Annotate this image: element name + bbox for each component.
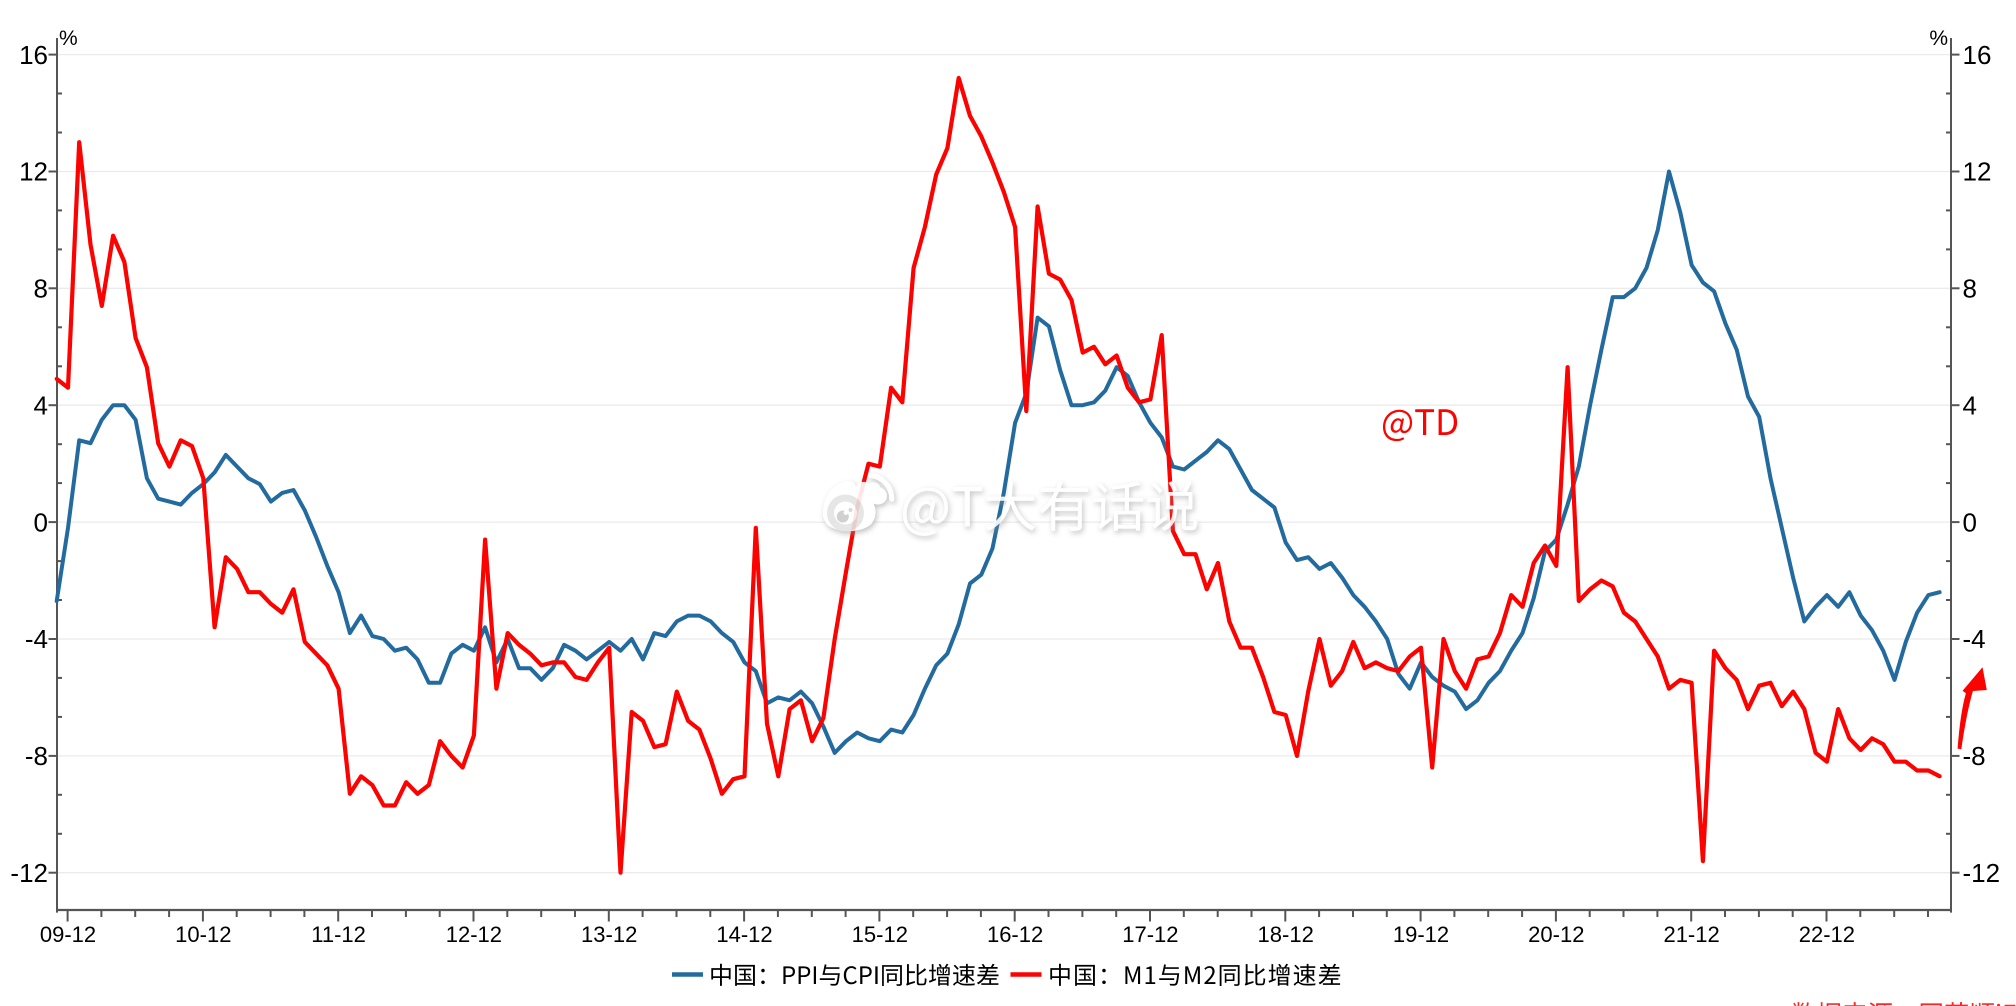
svg-text:17-12: 17-12 bbox=[1122, 922, 1178, 947]
svg-text:4: 4 bbox=[34, 390, 48, 420]
svg-text:-4: -4 bbox=[1963, 624, 1986, 654]
svg-text:%: % bbox=[59, 27, 78, 50]
svg-text:8: 8 bbox=[1963, 274, 1977, 304]
svg-text:-12: -12 bbox=[10, 858, 48, 888]
svg-text:0: 0 bbox=[1963, 507, 1977, 537]
svg-text:13-12: 13-12 bbox=[581, 922, 637, 947]
svg-text:19-12: 19-12 bbox=[1393, 922, 1449, 947]
svg-text:-8: -8 bbox=[25, 741, 48, 771]
svg-text:16: 16 bbox=[1963, 40, 1992, 70]
svg-text:16: 16 bbox=[19, 40, 48, 70]
svg-text:11-12: 11-12 bbox=[311, 922, 366, 947]
svg-text:12: 12 bbox=[19, 157, 48, 187]
svg-text:10-12: 10-12 bbox=[175, 922, 231, 947]
svg-text:-8: -8 bbox=[1963, 741, 1986, 771]
svg-text:12-12: 12-12 bbox=[446, 922, 502, 947]
svg-text:8: 8 bbox=[34, 274, 48, 304]
svg-text:21-12: 21-12 bbox=[1663, 922, 1719, 947]
svg-text:-4: -4 bbox=[25, 624, 48, 654]
svg-text:14-12: 14-12 bbox=[716, 922, 772, 947]
svg-text:15-12: 15-12 bbox=[852, 922, 908, 947]
svg-text:20-12: 20-12 bbox=[1528, 922, 1584, 947]
svg-text:%: % bbox=[1929, 27, 1948, 50]
svg-text:18-12: 18-12 bbox=[1258, 922, 1314, 947]
svg-text:-12: -12 bbox=[1963, 858, 2001, 888]
svg-text:16-12: 16-12 bbox=[987, 922, 1043, 947]
svg-text:0: 0 bbox=[34, 507, 48, 537]
svg-text:4: 4 bbox=[1963, 390, 1977, 420]
svg-text:22-12: 22-12 bbox=[1799, 922, 1855, 947]
svg-text:12: 12 bbox=[1963, 157, 1992, 187]
svg-text:09-12: 09-12 bbox=[40, 922, 96, 947]
